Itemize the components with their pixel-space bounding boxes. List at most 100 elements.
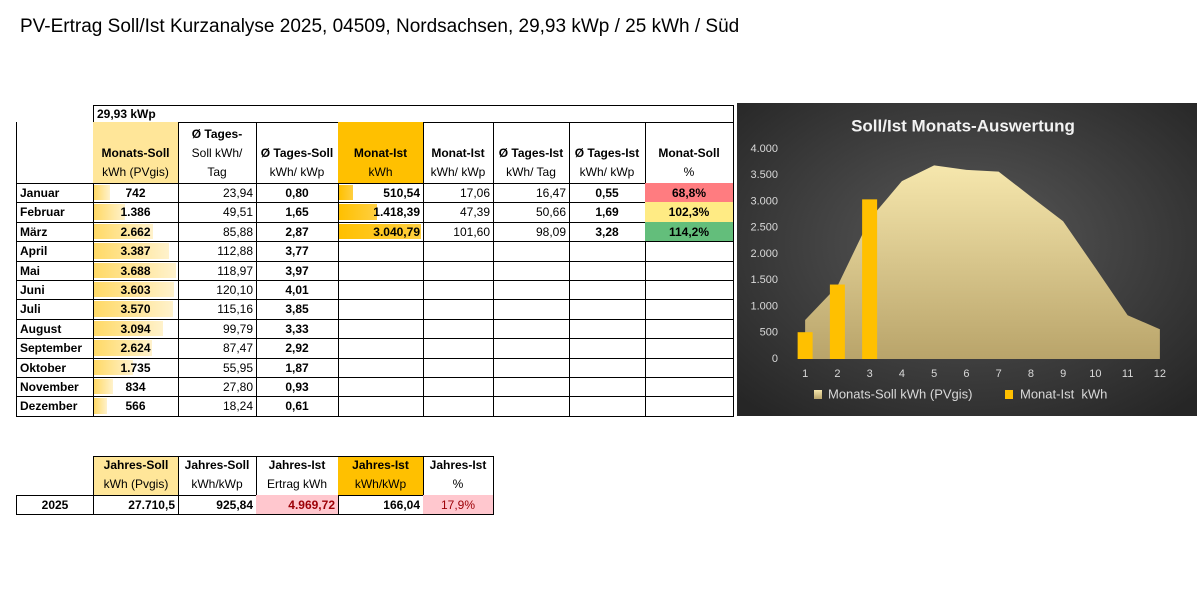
cell-value: 2.662	[120, 224, 151, 239]
table-cell: Dezember	[16, 396, 94, 417]
header-line: kWh/kWp	[354, 477, 407, 491]
table-cell	[569, 377, 646, 397]
summary-cell: 2025	[16, 495, 94, 515]
table-cell: 0,93	[256, 377, 339, 397]
cell-value: 0,93	[285, 379, 309, 394]
cell-value: 49,51	[222, 205, 253, 219]
cell-value: 3.603	[120, 282, 151, 297]
cell-text: 0,61	[259, 396, 335, 416]
x-tick-label: 11	[1122, 368, 1133, 380]
cell-text: 3,77	[259, 241, 335, 261]
cell-text: 18,24	[181, 396, 253, 416]
data-bar	[94, 282, 175, 297]
table-cell	[423, 338, 494, 359]
header-line: kWh/ kWp	[269, 165, 325, 179]
header-line: Jahres-Ist	[429, 458, 487, 472]
table-cell	[493, 377, 570, 397]
cell-value: 118,97	[217, 263, 253, 278]
cell-text: 0,93	[259, 377, 335, 396]
header-text: Monats-Soll kWh (PVgis)	[96, 122, 175, 183]
cell-value: März	[20, 224, 48, 239]
summary-header: Jahres-Ist Ertrag kWh	[256, 456, 339, 496]
bar	[829, 284, 845, 359]
table-cell	[645, 280, 734, 300]
x-tick-label: 3	[867, 368, 873, 380]
table-cell: 0,55	[569, 183, 646, 203]
bar	[862, 199, 878, 359]
table-cell	[645, 319, 734, 339]
data-bar	[94, 204, 125, 220]
cell-value: 166,04	[383, 497, 420, 512]
data-bar	[339, 224, 421, 239]
x-tick-label: 7	[996, 368, 1002, 380]
header-line: Monats-Soll	[101, 146, 170, 160]
table-cell: 3.094	[93, 319, 179, 339]
cell-text: September	[20, 338, 90, 358]
header-text: Jahres-Soll kWh/kWp	[181, 457, 253, 495]
data-bar	[339, 185, 353, 200]
cell-value: 1,69	[595, 205, 619, 219]
table-cell: 101,60	[423, 222, 494, 242]
header-line: %	[683, 165, 695, 179]
cell-text: 510,54	[341, 183, 420, 202]
header-text: Monat-Soll%	[648, 122, 730, 183]
cell-value: 3,28	[595, 224, 619, 239]
cell-text: Mai	[20, 261, 90, 280]
header-cell: Ø Tages- Soll kWh/Tag	[178, 122, 257, 184]
table-cell: 2,87	[256, 222, 339, 242]
table-cell: November	[16, 377, 94, 397]
cell-value: 2,92	[285, 341, 309, 355]
table-cell	[493, 319, 570, 339]
summary-cell: 166,04	[338, 495, 424, 515]
cell-text: 114,2%	[648, 222, 730, 241]
data-bar	[94, 340, 153, 356]
cell-text: 98,09	[496, 222, 566, 241]
table-cell: 1,87	[256, 358, 339, 378]
cell-value: 742	[125, 185, 146, 200]
corner-text: 29,93 kWp	[97, 107, 156, 121]
table-cell: September	[16, 338, 94, 359]
cell-text: 17,06	[426, 183, 490, 202]
cell-value: 27.710,5	[128, 497, 175, 512]
cell-text: 47,39	[426, 202, 490, 222]
cell-text: 118,97	[181, 261, 253, 280]
y-tick-label: 1.500	[750, 274, 778, 286]
cell-text: Juli	[20, 299, 90, 319]
header-text: Jahres-Ist Ertrag kWh	[259, 457, 335, 495]
cell-value: Januar	[20, 185, 60, 200]
data-bar	[94, 243, 170, 259]
cell-text: 1.418,39	[341, 202, 420, 222]
table-cell: 3,97	[256, 261, 339, 281]
header-cell: Ø Tages-Ist kWh/ kWp	[569, 122, 646, 184]
table-cell	[493, 261, 570, 281]
table-cell: 68,8%	[645, 183, 734, 203]
table-cell: 3.570	[93, 299, 179, 320]
cell-text: 925,84	[181, 495, 253, 514]
header-text: Ø Tages-Ist kWh/ kWp	[572, 122, 642, 183]
cell-value: 47,39	[459, 205, 490, 219]
x-tick-label: 9	[1060, 368, 1066, 380]
data-bar	[94, 224, 154, 239]
table-cell	[493, 358, 570, 378]
cell-text: 27.710,5	[96, 495, 175, 514]
data-bar	[94, 321, 163, 336]
cell-value: 1.735	[120, 360, 151, 375]
data-bar	[94, 263, 176, 278]
summary-header: Jahres-Soll kWh/kWp	[178, 456, 257, 496]
header-text: Jahres-Ist kWh/kWp	[341, 457, 420, 495]
cell-value: 101,60	[453, 224, 490, 239]
table-cell	[493, 241, 570, 262]
table-cell: Januar	[16, 183, 94, 203]
table-cell	[569, 338, 646, 359]
cell-text: 3,28	[572, 222, 642, 241]
cell-value: 55,95	[222, 360, 253, 375]
header-text: Monat-Ist kWh/ kWp	[426, 122, 490, 183]
table-cell: Oktober	[16, 358, 94, 378]
cell-value: September	[20, 341, 83, 355]
cell-text: 1,87	[259, 358, 335, 377]
cell-text: 2,87	[259, 222, 335, 241]
x-tick-label: 1	[802, 368, 808, 380]
cell-text: 3.040,79	[341, 222, 420, 241]
cell-text: 23,94	[181, 183, 253, 202]
table-cell	[423, 241, 494, 262]
